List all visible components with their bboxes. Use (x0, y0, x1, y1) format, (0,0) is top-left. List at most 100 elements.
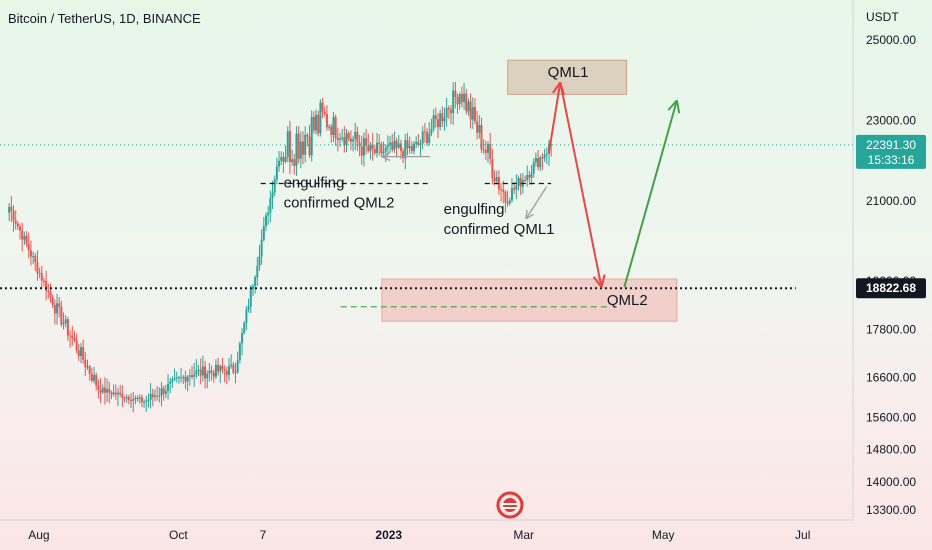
candle-body (460, 94, 463, 103)
candle-body (47, 290, 50, 292)
candle-body (160, 388, 163, 396)
candle-body (169, 381, 172, 384)
candle-body (389, 142, 392, 146)
candle-body (193, 374, 196, 377)
candle-body (456, 97, 459, 105)
candle-body (508, 200, 511, 204)
candle-body (103, 387, 106, 393)
candle-body (402, 151, 405, 159)
candle-body (443, 117, 446, 122)
candle-body (393, 140, 396, 150)
arrow-head (592, 276, 603, 288)
y-tick-label: 21000.00 (866, 194, 916, 208)
candle-body (112, 392, 115, 395)
y-tick-label: 13300.00 (866, 503, 916, 517)
arrow-head (381, 152, 391, 158)
candle-body (423, 131, 426, 133)
chart-title: Bitcoin / TetherUS, 1D, BINANCE (8, 11, 201, 26)
candle-body (478, 125, 481, 133)
candle-body (275, 166, 278, 180)
candle-body (114, 392, 117, 395)
candle-body (64, 319, 67, 324)
candle-body (214, 364, 217, 377)
candle-body (436, 119, 439, 128)
candle-body (341, 137, 344, 139)
candle-body (14, 220, 17, 224)
candle-body (40, 273, 43, 281)
candle-body (404, 140, 407, 159)
candle-body (284, 157, 287, 162)
candle-body (27, 243, 30, 251)
candle-body (108, 389, 111, 393)
y-tick-label: 23000.00 (866, 113, 916, 127)
x-tick-label: Oct (169, 528, 188, 542)
candle-body (288, 131, 291, 163)
candle-body (73, 337, 76, 341)
candle-body (286, 131, 289, 158)
candle-body (421, 131, 424, 144)
candle-body (506, 202, 509, 204)
x-tick-label: Aug (28, 528, 49, 542)
currency-label: USDT (866, 10, 899, 24)
candle-body (399, 143, 402, 152)
candle-body (130, 399, 133, 401)
candle-body (330, 126, 333, 136)
zone-label: QML1 (548, 64, 589, 81)
candle-body (223, 369, 226, 371)
candle-body (256, 266, 259, 278)
candle-body (312, 116, 315, 131)
candle-body (195, 370, 198, 375)
candle-body (280, 156, 283, 161)
candle-body (328, 126, 331, 128)
y-tick-label: 14800.00 (866, 443, 916, 457)
x-tick-label: Mar (513, 528, 534, 542)
candle-body (439, 113, 442, 128)
candle-body (227, 366, 230, 375)
candle-body (428, 133, 431, 144)
annotation-text: confirmed QML2 (284, 195, 395, 212)
candle-body (380, 144, 383, 154)
candle-body (23, 236, 26, 240)
candle-body (410, 146, 413, 152)
candle-body (184, 376, 187, 382)
candle-body (515, 185, 518, 190)
candle-body (232, 364, 235, 373)
candle-body (143, 401, 146, 403)
candle-body (376, 142, 379, 154)
candle-body (127, 397, 130, 400)
candle-body (60, 306, 63, 325)
candle-body (295, 133, 298, 166)
candle-body (49, 291, 52, 298)
candle-body (408, 146, 411, 149)
candle-body (217, 364, 220, 372)
candle-body (12, 210, 15, 221)
candle-body (206, 373, 209, 379)
candle-body (502, 189, 505, 192)
candle-body (447, 108, 450, 110)
y-tick-label: 15600.00 (866, 411, 916, 425)
candle-body (413, 143, 416, 152)
candle-body (465, 93, 468, 112)
candle-body (251, 286, 254, 290)
candle-body (482, 149, 485, 151)
candle-body (325, 113, 328, 128)
candle-body (134, 397, 137, 400)
candle-body (306, 134, 309, 137)
us-flag-stripe (502, 503, 517, 505)
arrow-head (525, 213, 534, 220)
arrow-head (675, 100, 681, 114)
level-price-label: 18822.68 (866, 281, 916, 295)
arrow-head (600, 274, 606, 288)
candle-body (182, 376, 185, 378)
us-flag-stripe (502, 507, 517, 509)
candle-body (173, 378, 176, 380)
candle-body (310, 116, 313, 156)
candle-body (321, 102, 324, 112)
candle-body (273, 179, 276, 193)
candle-body (504, 191, 507, 203)
candle-body (249, 289, 252, 307)
current-price-badge (856, 134, 926, 169)
candle-body (136, 397, 139, 399)
